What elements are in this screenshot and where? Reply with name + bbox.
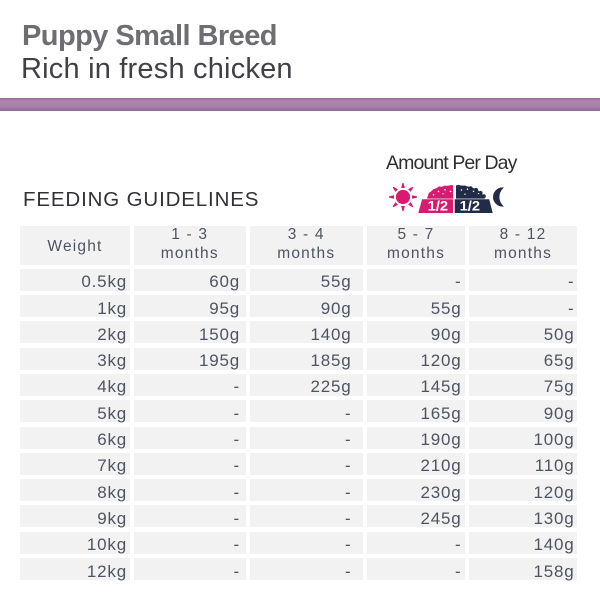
svg-text:1/2: 1/2 (428, 197, 449, 213)
svg-text:1/2: 1/2 (460, 197, 481, 213)
